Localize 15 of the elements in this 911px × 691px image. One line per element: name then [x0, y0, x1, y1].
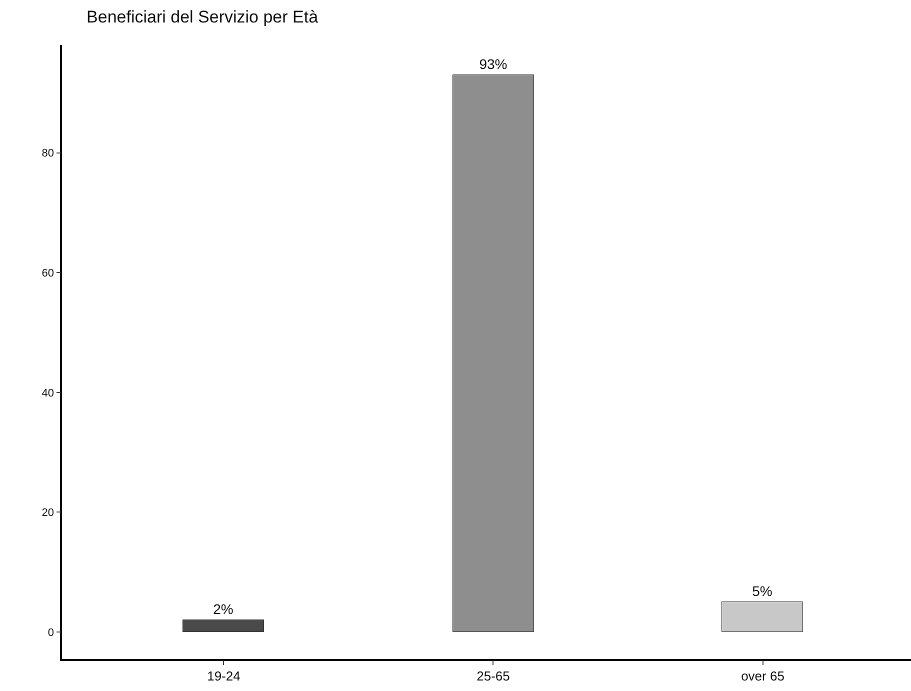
y-tick-label: 40 [42, 387, 54, 400]
data-label: 5% [752, 582, 772, 599]
y-tick-label: 60 [42, 267, 54, 280]
x-tick-label: 19-24 [207, 668, 240, 684]
x-tick-label: over 65 [741, 668, 784, 684]
data-label: 93% [479, 56, 508, 72]
bar [722, 602, 803, 632]
y-tick-label: 0 [48, 626, 54, 639]
bar [452, 74, 534, 632]
x-tick-label: 25-65 [476, 668, 510, 684]
y-tick-label: 80 [42, 148, 54, 160]
chart-title: Beneficiari del Servizio per Età [86, 7, 319, 26]
data-label: 2% [213, 600, 234, 617]
y-tick-label: 20 [42, 507, 54, 520]
bar [182, 620, 264, 632]
